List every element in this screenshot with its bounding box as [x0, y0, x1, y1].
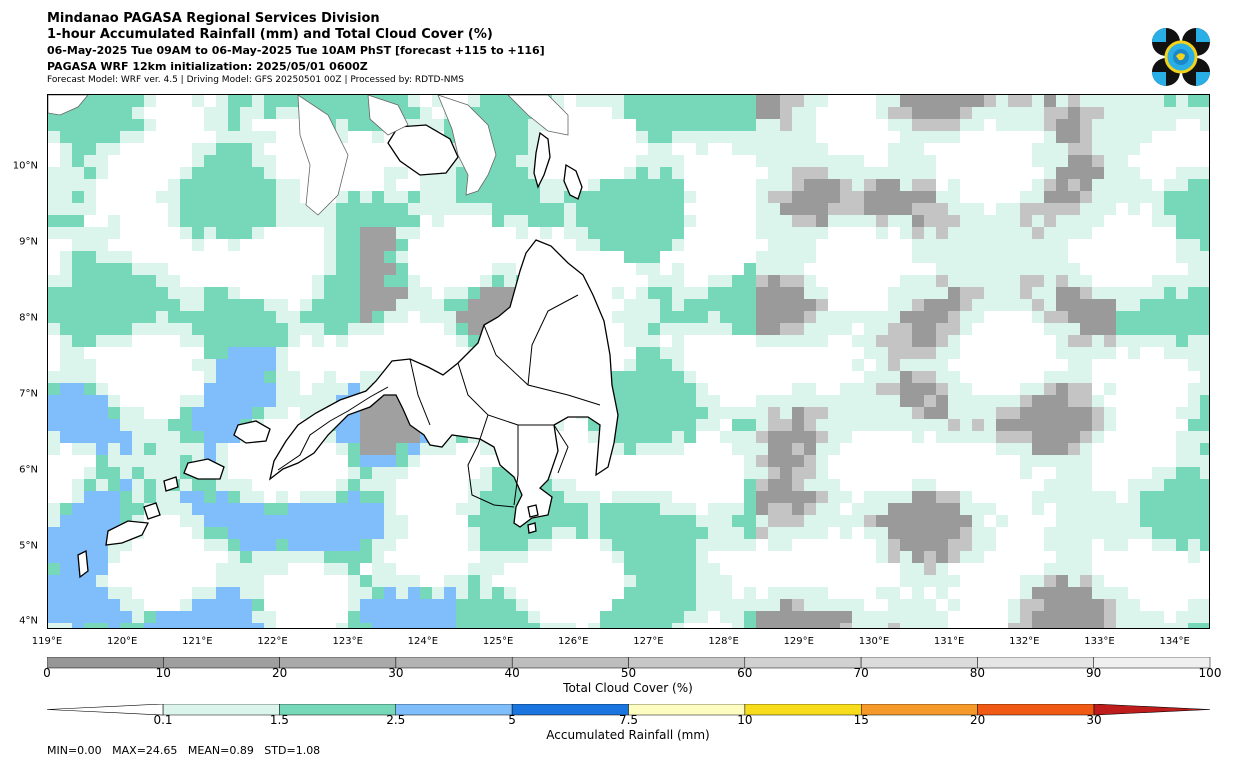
cloud-tick-0: 0	[43, 666, 51, 680]
lat-label-5: 5°N	[19, 540, 38, 552]
rainfall-colorbar	[47, 704, 1211, 716]
title-line-2: 1-hour Accumulated Rainfall (mm) and Tot…	[47, 27, 493, 42]
rain-swatch-3	[511, 704, 629, 716]
cloud-swatch-3	[395, 657, 513, 669]
lat-label-1: 9°N	[19, 236, 38, 248]
cloud-swatch-1	[163, 657, 280, 669]
rain-tick-7: 20	[969, 713, 986, 727]
lat-label-2: 8°N	[19, 312, 38, 324]
lat-label-6: 4°N	[19, 615, 38, 627]
lon-label-8: 127°E	[633, 636, 664, 647]
cloud-tick-1: 10	[155, 666, 171, 680]
map-canvas	[48, 95, 1209, 628]
lon-label-2: 121°E	[182, 636, 213, 647]
cloud-swatch-5	[628, 657, 746, 669]
rain-tick-1: 1.5	[269, 713, 289, 727]
pagasa-logo-icon	[1152, 28, 1210, 86]
cloud-tick-10: 100	[1198, 666, 1222, 680]
lon-label-12: 131°E	[933, 636, 965, 647]
basilan-island	[233, 420, 271, 444]
tawi-tawi-island	[105, 520, 150, 546]
cloud-cover-colorbar	[47, 657, 1211, 669]
cloud-tick-3: 30	[388, 666, 404, 680]
rain-swatch-0	[162, 704, 280, 716]
cloud-swatch-9	[1093, 657, 1211, 669]
rain-swatch-6	[861, 704, 978, 716]
rain-tick-8: 30	[1086, 713, 1102, 727]
lon-label-6: 125°E	[482, 636, 514, 647]
rain-tick-2: 2.5	[386, 713, 406, 727]
rain-tick-6: 15	[853, 713, 869, 727]
rain-swatch-1	[279, 704, 396, 716]
cloud-swatch-7	[860, 657, 978, 669]
lon-label-11: 130°E	[858, 636, 890, 647]
bohol-island	[387, 124, 459, 176]
lon-label-0: 119°E	[31, 636, 63, 647]
lon-label-9: 128°E	[708, 636, 739, 647]
cloud-swatch-8	[977, 657, 1094, 669]
lon-label-7: 126°E	[558, 636, 589, 647]
rain-tick-3: 5	[508, 713, 516, 727]
lon-label-14: 133°E	[1084, 636, 1115, 647]
rainfall-bar-title: Accumulated Rainfall (mm)	[546, 728, 710, 742]
rain-swatch-5	[744, 704, 862, 716]
rainfall-cloud-map	[47, 94, 1210, 629]
jolo-island	[183, 458, 225, 480]
lat-label-3: 7°N	[19, 388, 38, 400]
rain-swatch-2	[395, 704, 513, 716]
rain-tick-0: 0.1	[153, 713, 173, 727]
model-info-line: Forecast Model: WRF ver. 4.5 | Driving M…	[47, 75, 464, 85]
cloud-tick-7: 70	[853, 666, 869, 680]
lon-label-5: 124°E	[407, 636, 439, 647]
initialization-line: PAGASA WRF 12km initialization: 2025/05/…	[47, 60, 368, 73]
rain-tick-4: 7.5	[618, 713, 639, 727]
cloud-tick-2: 20	[271, 666, 288, 680]
cloud-tick-9: 90	[1086, 666, 1102, 680]
cloud-swatch-6	[744, 657, 862, 669]
cloud-tick-6: 60	[737, 666, 753, 680]
cloud-cover-bar-title: Total Cloud Cover (%)	[563, 681, 693, 695]
rain-swatch-7	[977, 704, 1095, 716]
title-line-1: Mindanao PAGASA Regional Services Divisi…	[47, 11, 380, 26]
cloud-swatch-2	[279, 657, 397, 669]
lon-label-4: 123°E	[332, 636, 363, 647]
lat-label-0: 10°N	[12, 160, 38, 172]
mindanao-island	[268, 239, 619, 528]
lon-label-3: 122°E	[257, 636, 288, 647]
rain-arrow-left	[47, 704, 164, 716]
rain-tick-5: 10	[737, 713, 753, 727]
lon-label-13: 132°E	[1009, 636, 1040, 647]
lon-label-1: 120°E	[106, 636, 138, 647]
dinagat-island	[533, 131, 551, 189]
cloud-tick-4: 40	[504, 666, 520, 680]
cloud-swatch-0	[47, 657, 164, 669]
siargao-island	[563, 163, 583, 200]
rain-arrow-right	[1093, 704, 1211, 716]
cloud-tick-8: 80	[969, 666, 986, 680]
lon-label-15: 134°E	[1159, 636, 1190, 647]
rain-swatch-4	[628, 704, 746, 716]
cloud-tick-5: 50	[620, 666, 637, 680]
lon-label-10: 129°E	[783, 636, 814, 647]
cloud-swatch-4	[511, 657, 629, 669]
forecast-period: 06-May-2025 Tue 09AM to 06-May-2025 Tue …	[47, 44, 545, 57]
statistics-line: MIN=0.00 MAX=24.65 MEAN=0.89 STD=1.08	[47, 744, 321, 757]
lat-label-4: 6°N	[19, 464, 38, 476]
